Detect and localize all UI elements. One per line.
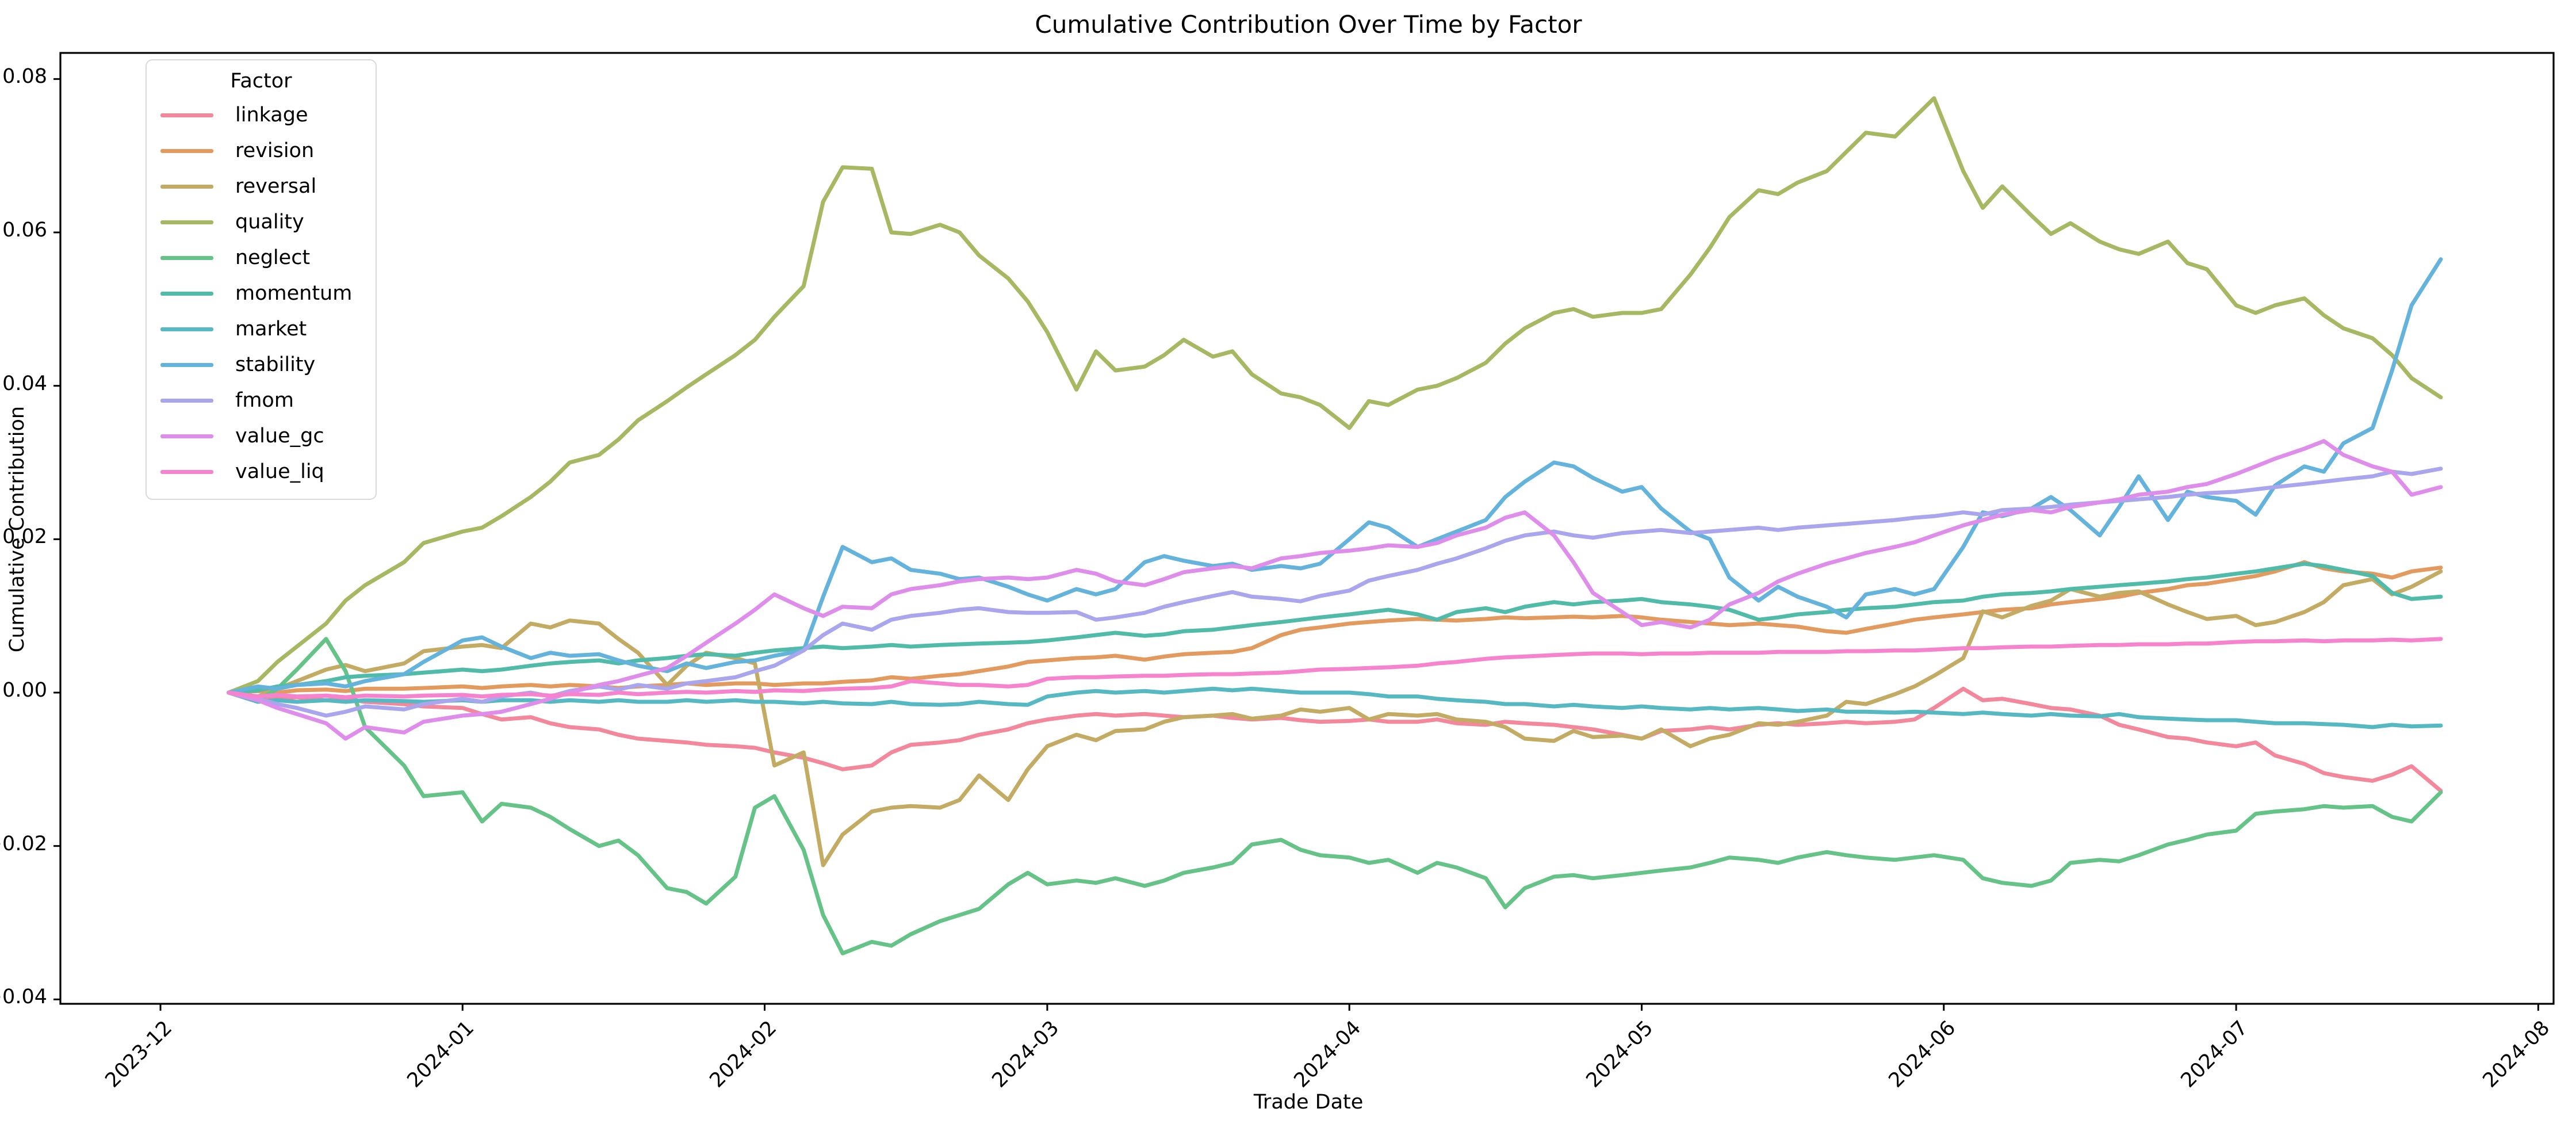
y-tick-label: 0.00 xyxy=(2,679,47,702)
legend-label: value_gc xyxy=(235,425,324,448)
series-line-neglect xyxy=(227,637,2443,955)
legend-swatch-value_gc xyxy=(160,434,213,438)
series-line-value_gc xyxy=(227,439,2443,741)
y-tick-label: 0.08 xyxy=(2,65,47,89)
legend-label: revision xyxy=(235,139,315,162)
legend-label: neglect xyxy=(235,246,311,269)
y-tick-label: −0.04 xyxy=(0,985,47,1009)
legend-label: linkage xyxy=(235,104,308,127)
legend-label: momentum xyxy=(235,282,353,305)
legend-label: fmom xyxy=(235,389,294,412)
plot-frame xyxy=(59,52,2555,1005)
series-line-value_liq xyxy=(227,637,2443,700)
y-tick-label: −0.02 xyxy=(0,832,47,855)
x-axis-label: Trade Date xyxy=(1253,1091,1364,1114)
legend-swatch-quality xyxy=(160,220,213,224)
series-line-quality xyxy=(227,96,2443,695)
series-line-revision xyxy=(227,560,2443,695)
y-tick-label: 0.02 xyxy=(2,525,47,549)
legend-label: market xyxy=(235,318,307,341)
legend-label: stability xyxy=(235,353,316,376)
legend-label: reversal xyxy=(235,175,317,198)
series-line-market xyxy=(227,686,2443,729)
series-line-fmom xyxy=(227,467,2443,718)
legend-rows: linkage revision reversal quality neglect mom… xyxy=(157,97,365,490)
legend-swatch-value_liq xyxy=(160,469,213,474)
legend-label: value_liq xyxy=(235,460,324,483)
series-line-stability xyxy=(227,257,2443,695)
series-line-linkage xyxy=(227,686,2443,793)
legend-title: Factor xyxy=(230,70,292,93)
legend-swatch-reversal xyxy=(160,184,213,189)
chart-title: Cumulative Contribution Over Time by Fac… xyxy=(1035,10,1582,39)
legend-item-reversal: reversal xyxy=(157,169,365,204)
legend-swatch-momentum xyxy=(160,291,213,296)
legend-item-fmom: fmom xyxy=(157,383,365,418)
series-line-momentum xyxy=(227,561,2443,695)
legend-item-value_liq: value_liq xyxy=(157,454,365,490)
legend-item-revision: revision xyxy=(157,133,365,169)
legend-swatch-revision xyxy=(160,148,213,153)
legend-item-value_gc: value_gc xyxy=(157,418,365,454)
legend-item-momentum: momentum xyxy=(157,276,365,311)
legend-swatch-stability xyxy=(160,362,213,367)
legend-item-linkage: linkage xyxy=(157,97,365,133)
legend: Factor linkage revision reversal quality neg… xyxy=(146,59,377,500)
legend-swatch-market xyxy=(160,327,213,331)
legend-item-stability: stability xyxy=(157,347,365,383)
legend-swatch-neglect xyxy=(160,255,213,260)
legend-item-market: market xyxy=(157,311,365,347)
y-tick-label: 0.04 xyxy=(2,372,47,395)
legend-label: quality xyxy=(235,211,304,234)
legend-swatch-fmom xyxy=(160,398,213,403)
legend-swatch-linkage xyxy=(160,113,213,117)
legend-item-neglect: neglect xyxy=(157,240,365,276)
legend-item-quality: quality xyxy=(157,204,365,240)
y-tick-label: 0.06 xyxy=(2,219,47,242)
